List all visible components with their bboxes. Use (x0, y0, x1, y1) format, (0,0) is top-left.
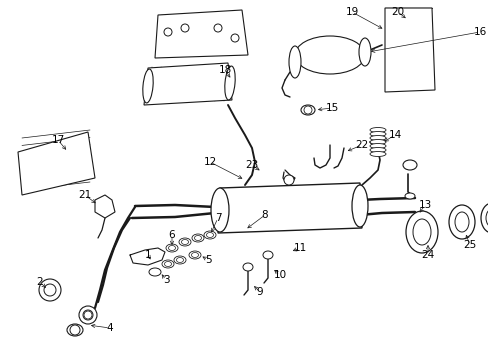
Text: 5: 5 (204, 255, 211, 265)
Ellipse shape (412, 219, 430, 245)
Ellipse shape (181, 239, 188, 244)
Ellipse shape (405, 211, 437, 253)
Ellipse shape (162, 260, 174, 268)
Circle shape (70, 325, 80, 335)
Text: 4: 4 (106, 323, 113, 333)
Ellipse shape (369, 148, 385, 153)
Ellipse shape (301, 105, 314, 115)
Text: 16: 16 (472, 27, 486, 37)
Polygon shape (155, 10, 247, 58)
Ellipse shape (191, 252, 198, 257)
Circle shape (163, 28, 172, 36)
Circle shape (181, 24, 189, 32)
Text: 19: 19 (345, 7, 358, 17)
Text: 6: 6 (168, 230, 175, 240)
Ellipse shape (294, 36, 364, 74)
Ellipse shape (164, 261, 171, 266)
Ellipse shape (194, 235, 201, 240)
Polygon shape (95, 195, 115, 218)
Ellipse shape (224, 66, 235, 100)
Text: 18: 18 (218, 65, 231, 75)
Ellipse shape (142, 69, 153, 103)
Ellipse shape (369, 135, 385, 140)
Text: 21: 21 (78, 190, 91, 200)
Circle shape (214, 24, 222, 32)
Ellipse shape (485, 209, 488, 227)
Ellipse shape (454, 212, 468, 232)
Text: 10: 10 (273, 270, 286, 280)
Polygon shape (384, 8, 434, 92)
Text: 8: 8 (261, 210, 268, 220)
Circle shape (39, 279, 61, 301)
Text: 12: 12 (203, 157, 216, 167)
Text: 11: 11 (293, 243, 306, 253)
Ellipse shape (67, 324, 83, 336)
Ellipse shape (83, 310, 93, 320)
Ellipse shape (358, 38, 370, 66)
Ellipse shape (206, 233, 213, 238)
Ellipse shape (243, 263, 252, 271)
Ellipse shape (179, 238, 191, 246)
Ellipse shape (351, 185, 367, 227)
Ellipse shape (448, 205, 474, 239)
Ellipse shape (165, 244, 178, 252)
Ellipse shape (149, 268, 161, 276)
Text: 2: 2 (37, 277, 43, 287)
Ellipse shape (192, 234, 203, 242)
Ellipse shape (404, 193, 414, 199)
Circle shape (304, 106, 311, 114)
Ellipse shape (189, 251, 201, 259)
Ellipse shape (168, 246, 175, 251)
Ellipse shape (210, 188, 228, 232)
Text: 23: 23 (245, 160, 258, 170)
Text: 25: 25 (463, 240, 476, 250)
Text: 1: 1 (144, 250, 151, 260)
Polygon shape (143, 63, 231, 105)
Ellipse shape (480, 203, 488, 233)
Text: 15: 15 (325, 103, 338, 113)
Circle shape (284, 175, 293, 185)
Text: 9: 9 (256, 287, 263, 297)
Circle shape (84, 311, 92, 319)
Ellipse shape (369, 152, 385, 157)
Polygon shape (218, 183, 361, 233)
Ellipse shape (79, 306, 97, 324)
Text: 20: 20 (390, 7, 404, 17)
Circle shape (44, 284, 56, 296)
Polygon shape (18, 132, 95, 195)
Ellipse shape (369, 127, 385, 132)
Ellipse shape (176, 257, 183, 262)
Ellipse shape (263, 251, 272, 259)
Circle shape (230, 34, 239, 42)
Ellipse shape (203, 231, 216, 239)
Text: 22: 22 (355, 140, 368, 150)
Text: 7: 7 (214, 213, 221, 223)
Ellipse shape (369, 139, 385, 144)
Ellipse shape (402, 160, 416, 170)
Ellipse shape (369, 131, 385, 136)
Text: 24: 24 (421, 250, 434, 260)
Ellipse shape (174, 256, 185, 264)
Text: 17: 17 (51, 135, 64, 145)
Text: 3: 3 (163, 275, 169, 285)
Ellipse shape (369, 144, 385, 148)
Text: 13: 13 (418, 200, 431, 210)
Ellipse shape (288, 46, 301, 78)
Text: 14: 14 (387, 130, 401, 140)
